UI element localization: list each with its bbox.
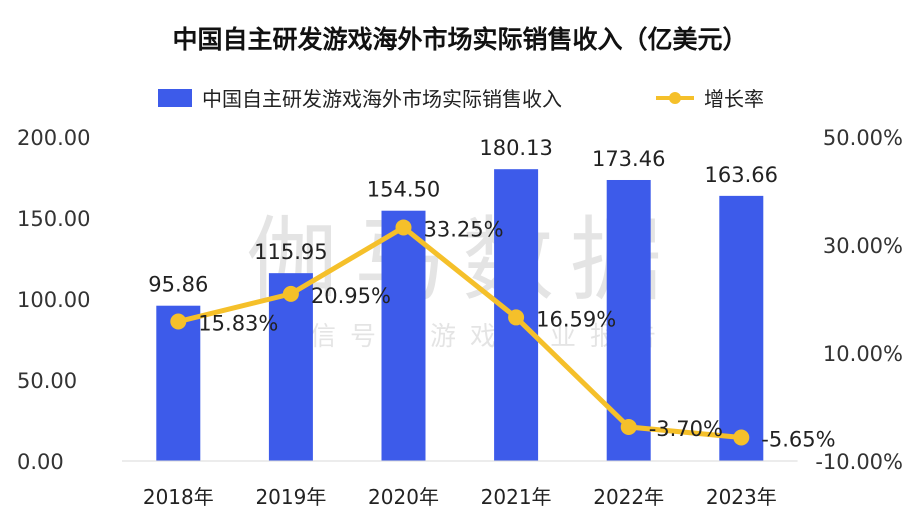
growth-point bbox=[620, 418, 637, 435]
growth-value-label: -5.65% bbox=[761, 428, 835, 452]
growth-point bbox=[395, 219, 412, 236]
x-tick-label: 2020年 bbox=[368, 485, 439, 509]
y-left-tick-label: 150.00 bbox=[17, 207, 90, 231]
y-right-tick-label: 50.00% bbox=[823, 126, 903, 150]
x-tick-label: 2021年 bbox=[481, 485, 552, 509]
watermark-sub: 微信号：游戏产业报告 bbox=[270, 322, 670, 352]
legend-bar-swatch bbox=[158, 89, 192, 107]
bar-value-label: 163.66 bbox=[705, 163, 778, 187]
bar bbox=[719, 195, 764, 462]
bar-value-labels: 95.86 115.95 154.50 180.13 173.46 163.66 bbox=[148, 136, 778, 297]
bar-value-label: 95.86 bbox=[148, 273, 208, 297]
y-right-tick-label: 30.00% bbox=[823, 234, 903, 258]
y-right-tick-label: 10.00% bbox=[823, 342, 903, 366]
growth-line bbox=[177, 224, 742, 440]
chart-title: 中国自主研发游戏海外市场实际销售收入（亿美元） bbox=[172, 25, 747, 54]
bar-value-label: 115.95 bbox=[254, 240, 327, 264]
bar bbox=[156, 305, 201, 461]
bar-value-label: 154.50 bbox=[367, 178, 440, 202]
growth-value-label: -3.70% bbox=[649, 417, 723, 441]
growth-value-label: 33.25% bbox=[424, 217, 504, 241]
y-right-tick-label: -10.00% bbox=[815, 450, 903, 474]
y-left-tick-label: 50.00 bbox=[17, 369, 77, 393]
legend-line-label: 增长率 bbox=[704, 87, 764, 111]
watermark-main: 伽马数据 bbox=[246, 207, 678, 314]
growth-point bbox=[508, 309, 525, 326]
bar bbox=[268, 273, 313, 461]
y-left-tick-label: 100.00 bbox=[17, 288, 90, 312]
y-left-tick-label: 0.00 bbox=[17, 450, 64, 474]
x-tick-label: 2023年 bbox=[706, 485, 777, 509]
x-axis: 2018年 2019年 2020年 2021年 2022年 2023年 bbox=[122, 460, 798, 509]
line-value-labels: 15.83% 20.95% 33.25% 16.59% -3.70% -5.65% bbox=[198, 217, 835, 451]
line-series bbox=[170, 219, 750, 446]
growth-value-label: 20.95% bbox=[311, 284, 391, 308]
growth-point bbox=[170, 313, 187, 330]
y-axis-right: -10.00% 10.00% 30.00% 50.00% bbox=[815, 126, 903, 474]
x-tick-label: 2022年 bbox=[593, 485, 664, 509]
growth-value-label: 16.59% bbox=[536, 307, 616, 331]
x-tick-label: 2019年 bbox=[255, 485, 326, 509]
y-axis-left: 0.00 50.00 100.00 150.00 200.00 bbox=[17, 126, 90, 474]
growth-value-label: 15.83% bbox=[198, 312, 278, 336]
bar-value-label: 173.46 bbox=[592, 147, 665, 171]
legend: 中国自主研发游戏海外市场实际销售收入 增长率 bbox=[158, 87, 764, 111]
watermark: 伽马数据 微信号：游戏产业报告 bbox=[246, 207, 678, 352]
x-tick-label: 2018年 bbox=[143, 485, 214, 509]
growth-point bbox=[733, 429, 750, 446]
growth-point bbox=[282, 285, 299, 302]
y-left-tick-label: 200.00 bbox=[17, 126, 90, 150]
legend-line-marker bbox=[669, 92, 681, 104]
legend-bar-label: 中国自主研发游戏海外市场实际销售收入 bbox=[202, 87, 562, 111]
bar-value-label: 180.13 bbox=[479, 136, 552, 160]
bar bbox=[381, 210, 426, 461]
